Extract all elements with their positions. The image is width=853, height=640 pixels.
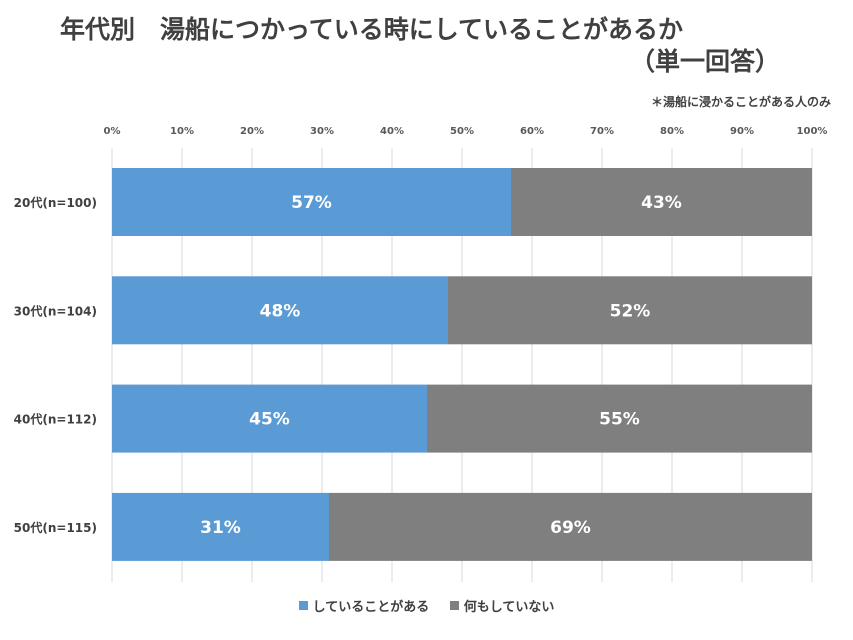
- bar-0-2: [112, 384, 427, 453]
- x-tick-label-6: 60%: [520, 126, 544, 137]
- chart-title: 年代別 湯船につかっている時にしていることがあるか （単一回答）: [60, 14, 800, 78]
- legend-swatch-series-0: [298, 601, 308, 610]
- legend-swatch-series-1: [449, 601, 459, 610]
- legend-label-series-0: していることがある: [312, 600, 430, 615]
- y-category-label-0: 20代(n=100): [14, 195, 97, 210]
- x-tick-label-5: 50%: [450, 126, 474, 137]
- x-tick-label-8: 80%: [660, 126, 684, 137]
- chart-title-line1: 年代別 湯船につかっている時にしていることがあるか: [60, 15, 684, 44]
- data-label-0-2: 45%: [249, 410, 290, 430]
- bar-0-3: [112, 492, 329, 561]
- y-category-label-2: 40代(n=112): [14, 412, 97, 427]
- x-tick-label-4: 40%: [380, 126, 404, 137]
- data-label-1-1: 52%: [610, 301, 651, 321]
- x-tick-label-9: 90%: [730, 126, 754, 137]
- x-tick-label-1: 10%: [170, 126, 194, 137]
- y-category-label-3: 50代(n=115): [14, 520, 97, 535]
- bar-0-0: [112, 168, 511, 236]
- x-tick-label-10: 100%: [797, 126, 828, 137]
- y-category-label-1: 30代(n=104): [14, 303, 97, 318]
- bar-0-1: [112, 276, 448, 345]
- legend-item-series-0: していることがある: [298, 596, 430, 615]
- chart-note: ＊湯船に浸かることがある人のみ: [650, 95, 831, 109]
- bar-1-1: [448, 276, 812, 345]
- bar-1-2: [427, 384, 812, 453]
- data-label-0-0: 57%: [291, 193, 332, 213]
- x-tick-label-0: 0%: [104, 126, 121, 137]
- chart-legend: していることがある 何もしていない: [0, 596, 853, 615]
- bar-1-0: [511, 168, 812, 236]
- data-label-1-0: 43%: [641, 193, 682, 213]
- data-label-0-1: 48%: [260, 301, 301, 321]
- data-label-1-3: 69%: [550, 518, 591, 538]
- data-label-1-2: 55%: [599, 410, 640, 430]
- data-label-0-3: 31%: [200, 518, 241, 538]
- legend-item-series-1: 何もしていない: [449, 596, 555, 615]
- x-tick-label-2: 20%: [240, 126, 264, 137]
- x-tick-label-3: 30%: [310, 126, 334, 137]
- chart-title-line2: （単一回答）: [629, 47, 780, 76]
- x-tick-label-7: 70%: [590, 126, 614, 137]
- legend-label-series-1: 何もしていない: [463, 600, 555, 615]
- bar-1-3: [329, 492, 812, 561]
